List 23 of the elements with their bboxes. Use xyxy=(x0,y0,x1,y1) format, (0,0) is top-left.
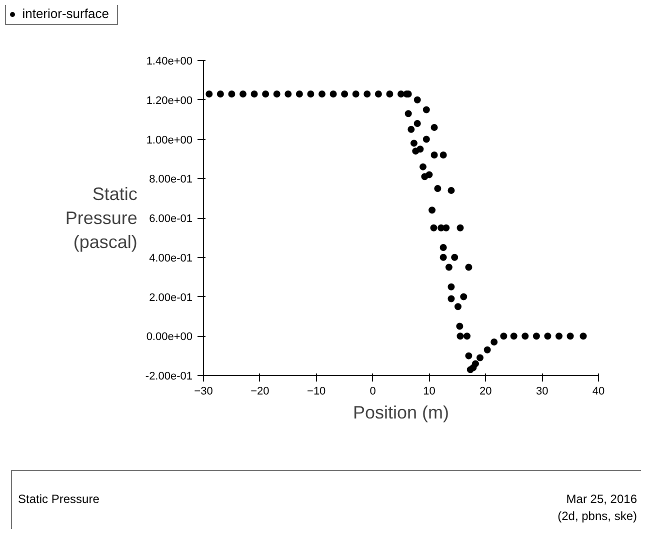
text: Static Pressure xyxy=(18,491,100,508)
text: Mar 25, 2016 xyxy=(566,492,637,506)
x-tick-label: 0 xyxy=(370,386,376,398)
y-tick-label: 0.00e+00 xyxy=(146,331,192,344)
x-tick-label: 10 xyxy=(423,386,436,398)
y-tick-label: 1.20e+00 xyxy=(146,94,192,107)
x-tick-label: −30 xyxy=(194,386,213,398)
x-tick-label: 20 xyxy=(480,386,492,398)
y-tick-label: 1.00e+00 xyxy=(146,134,192,146)
x-tick-label: −20 xyxy=(250,386,270,398)
y-axis-title: Static Pressure (pascal) xyxy=(65,184,138,252)
y-tick-label: 4.00e-01 xyxy=(149,252,193,264)
x-axis-title: Position (m) xyxy=(352,402,450,422)
legend-label: interior-surface xyxy=(5,5,118,25)
x-tick-label: 30 xyxy=(536,386,548,398)
x-tick-label: 40 xyxy=(592,386,605,398)
y-tick-label: 1.40e+00 xyxy=(146,56,192,68)
text: (2d, pbns, ske) xyxy=(558,509,637,524)
y-tick-label: -2.00e-01 xyxy=(145,370,193,382)
x-tick-label: −10 xyxy=(307,386,326,398)
y-tick-label: 8.00e-01 xyxy=(149,174,193,186)
y-tick-label: 6.00e-01 xyxy=(149,213,193,225)
y-tick-label: 2.00e-01 xyxy=(149,292,193,304)
